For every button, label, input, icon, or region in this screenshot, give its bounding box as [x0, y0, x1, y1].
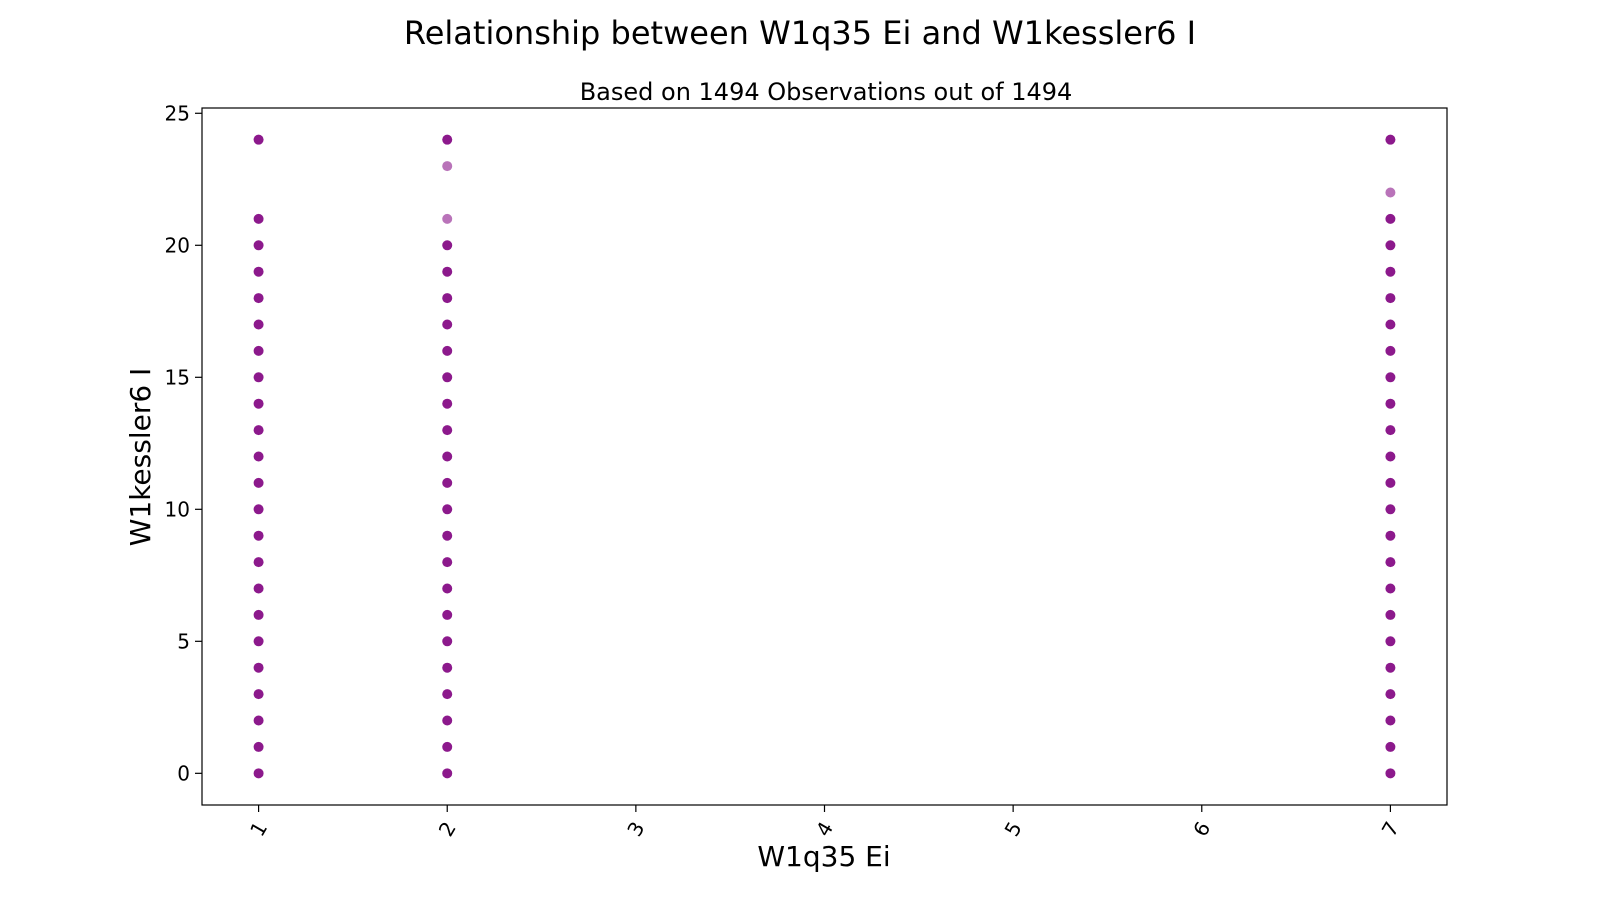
data-point [253, 557, 264, 568]
data-point [442, 161, 453, 172]
data-point [253, 636, 264, 647]
x-axis-ticks: 1 2 3 4 5 6 7 [245, 805, 1404, 841]
y-tick-label: 25 [165, 101, 190, 125]
x-tick-label: 2 [434, 817, 461, 840]
data-point [442, 477, 453, 488]
data-point [1385, 240, 1396, 251]
chart-subtitle: Based on 1494 Observations out of 1494 [580, 78, 1073, 106]
data-point [1385, 477, 1396, 488]
data-point [253, 425, 264, 436]
data-point [442, 583, 453, 594]
data-point [1385, 530, 1396, 541]
data-point [442, 504, 453, 515]
x-axis-label: W1q35 Ei [757, 840, 890, 873]
y-axis-ticks: 0 5 10 15 20 25 [165, 101, 202, 785]
data-point [1385, 662, 1396, 673]
data-point [442, 715, 453, 726]
data-point [442, 240, 453, 251]
data-point [253, 715, 264, 726]
data-point [253, 451, 264, 462]
data-point [253, 689, 264, 700]
data-point [1385, 451, 1396, 462]
data-point [253, 266, 264, 277]
data-point [253, 583, 264, 594]
x-tick-label: 3 [622, 817, 649, 840]
data-point [1385, 293, 1396, 304]
data-point [1385, 425, 1396, 436]
data-point [1385, 689, 1396, 700]
data-point [442, 451, 453, 462]
y-axis-label: W1kessler6 I [124, 368, 157, 547]
data-point [253, 240, 264, 251]
data-point [1385, 715, 1396, 726]
data-point [253, 345, 264, 356]
data-point [1385, 504, 1396, 515]
data-point [1385, 345, 1396, 356]
chart-title: Relationship between W1q35 Ei and W1kess… [404, 14, 1196, 52]
data-point [442, 266, 453, 277]
data-point [253, 662, 264, 673]
points-layer [253, 134, 1396, 779]
y-tick-label: 5 [177, 629, 190, 653]
y-tick-label: 15 [165, 365, 190, 389]
y-tick-label: 20 [165, 233, 190, 257]
data-point [442, 319, 453, 330]
data-point [1385, 583, 1396, 594]
data-point [442, 609, 453, 620]
data-point [253, 213, 264, 224]
data-point [253, 741, 264, 752]
y-tick-label: 0 [177, 761, 190, 785]
data-point [1385, 609, 1396, 620]
data-point [442, 293, 453, 304]
x-tick-label: 7 [1377, 817, 1404, 840]
data-point [253, 134, 264, 145]
data-point [442, 345, 453, 356]
data-point [1385, 636, 1396, 647]
y-tick-label: 10 [165, 497, 190, 521]
data-point [442, 398, 453, 409]
x-tick-label: 1 [245, 817, 272, 840]
data-point [253, 504, 264, 515]
data-point [1385, 398, 1396, 409]
plot-area [201, 107, 1448, 806]
data-point [253, 293, 264, 304]
data-point [1385, 134, 1396, 145]
data-point [1385, 187, 1396, 198]
data-point [1385, 741, 1396, 752]
data-point [442, 636, 453, 647]
data-point [1385, 768, 1396, 779]
data-point [442, 662, 453, 673]
data-point [442, 425, 453, 436]
data-point [1385, 319, 1396, 330]
data-point [253, 319, 264, 330]
data-point [253, 372, 264, 383]
data-point [442, 372, 453, 383]
data-point [1385, 372, 1396, 383]
data-point [442, 689, 453, 700]
x-tick-label: 6 [1188, 817, 1215, 840]
data-point [1385, 557, 1396, 568]
x-tick-label: 5 [1000, 817, 1027, 840]
data-point [253, 398, 264, 409]
data-point [253, 609, 264, 620]
data-point [442, 557, 453, 568]
data-point [442, 213, 453, 224]
data-point [442, 741, 453, 752]
x-tick-label: 4 [811, 817, 838, 840]
data-point [1385, 266, 1396, 277]
data-point [442, 768, 453, 779]
data-point [253, 477, 264, 488]
data-point [442, 134, 453, 145]
data-point [1385, 213, 1396, 224]
data-point [442, 530, 453, 541]
data-point [253, 768, 264, 779]
data-point [253, 530, 264, 541]
